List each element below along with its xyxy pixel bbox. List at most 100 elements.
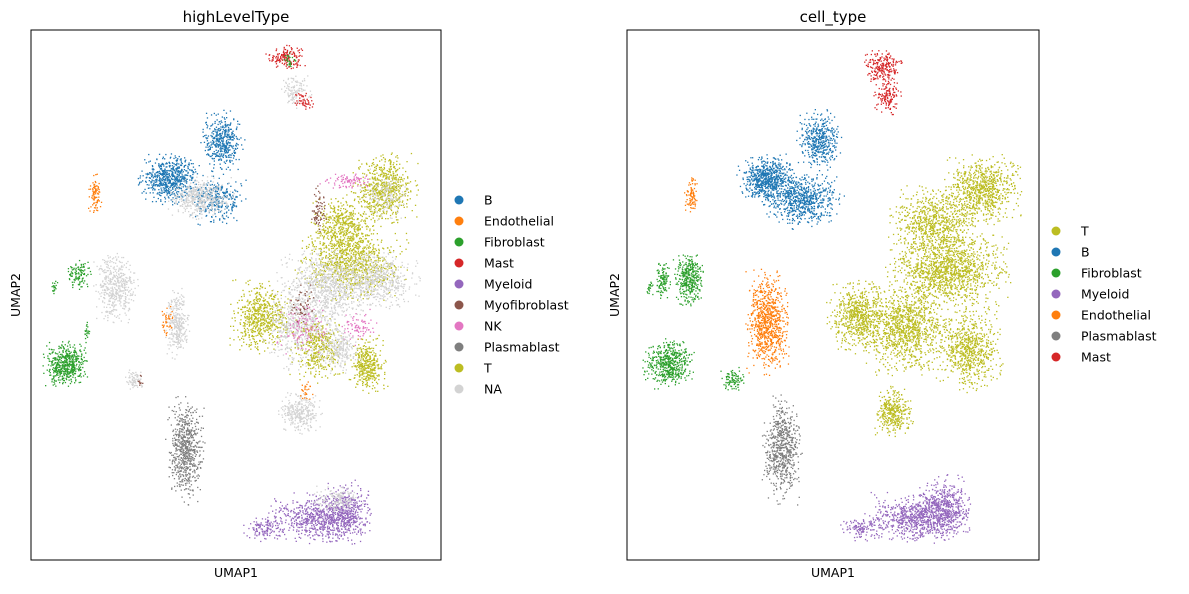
scatter-point bbox=[315, 283, 317, 286]
scatter-point bbox=[169, 176, 172, 178]
scatter-point bbox=[359, 229, 361, 231]
scatter-point bbox=[345, 241, 347, 243]
scatter-point bbox=[325, 218, 327, 220]
point-cluster-t bbox=[310, 194, 376, 260]
scatter-point bbox=[311, 94, 313, 96]
scatter-point bbox=[392, 174, 395, 177]
scatter-point bbox=[177, 167, 179, 170]
scatter-point bbox=[224, 125, 226, 127]
scatter-point bbox=[210, 198, 212, 200]
scatter-point bbox=[388, 177, 390, 179]
scatter-point bbox=[393, 177, 395, 179]
scatter-point bbox=[222, 173, 225, 175]
scatter-point bbox=[221, 137, 223, 140]
scatter-point bbox=[321, 214, 323, 217]
scatter-point bbox=[369, 228, 371, 230]
scatter-point bbox=[353, 179, 355, 181]
scatter-point bbox=[390, 267, 392, 269]
scatter-point bbox=[355, 244, 358, 247]
scatter-point bbox=[166, 186, 169, 188]
scatter-point bbox=[372, 177, 374, 179]
scatter-point bbox=[206, 180, 209, 182]
scatter-point bbox=[265, 53, 267, 55]
scatter-point bbox=[158, 175, 160, 177]
scatter-point bbox=[295, 90, 298, 92]
scatter-point bbox=[206, 199, 209, 201]
scatter-point bbox=[367, 178, 369, 180]
scatter-point bbox=[317, 254, 319, 256]
scatter-point bbox=[372, 247, 374, 249]
scatter-point bbox=[233, 118, 235, 120]
scatter-point bbox=[186, 199, 188, 201]
scatter-point bbox=[381, 194, 383, 196]
scatter-point bbox=[211, 192, 213, 194]
scatter-point bbox=[213, 112, 215, 115]
scatter-point bbox=[337, 231, 340, 233]
scatter-point bbox=[215, 203, 217, 205]
scatter-point bbox=[162, 179, 164, 182]
scatter-point bbox=[335, 263, 337, 266]
scatter-point bbox=[401, 195, 404, 197]
scatter-point bbox=[316, 274, 318, 276]
scatter-point bbox=[369, 247, 371, 249]
scatter-point bbox=[381, 205, 383, 208]
scatter-point bbox=[95, 188, 97, 190]
scatter-point bbox=[167, 181, 169, 183]
scatter-point bbox=[282, 56, 284, 58]
scatter-point bbox=[363, 182, 365, 184]
scatter-point bbox=[389, 251, 392, 254]
scatter-point bbox=[360, 238, 362, 240]
scatter-point bbox=[345, 220, 347, 222]
scatter-point bbox=[228, 209, 230, 211]
scatter-point bbox=[319, 192, 321, 194]
scatter-point bbox=[389, 171, 391, 174]
scatter-point bbox=[220, 136, 222, 139]
scatter-point bbox=[384, 193, 386, 196]
scatter-point bbox=[344, 275, 347, 277]
scatter-point bbox=[164, 168, 166, 170]
scatter-point bbox=[342, 176, 344, 179]
scatter-point bbox=[387, 170, 390, 173]
scatter-point bbox=[283, 54, 286, 56]
scatter-point bbox=[303, 310, 305, 313]
scatter-point bbox=[298, 52, 301, 54]
scatter-point bbox=[208, 196, 210, 198]
scatter-point bbox=[370, 251, 372, 254]
scatter-point bbox=[355, 275, 357, 277]
scatter-point bbox=[290, 51, 292, 53]
panel-highleveltype: highLevelType UMAP1 UMAP2 BEndothelialFi… bbox=[8, 8, 569, 580]
scatter-point bbox=[334, 237, 336, 239]
scatter-point bbox=[213, 200, 215, 202]
scatter-point bbox=[323, 197, 325, 199]
scatter-point bbox=[375, 271, 377, 274]
scatter-point bbox=[360, 184, 362, 186]
scatter-point bbox=[201, 202, 203, 204]
scatter-point bbox=[300, 260, 302, 263]
scatter-point bbox=[352, 233, 354, 235]
scatter-point bbox=[217, 208, 219, 210]
scatter-point bbox=[360, 191, 362, 193]
scatter-point bbox=[380, 241, 382, 243]
scatter-point bbox=[219, 150, 222, 153]
scatter-point bbox=[304, 105, 306, 107]
scatter-point bbox=[347, 259, 349, 261]
scatter-point bbox=[235, 144, 237, 146]
scatter-point bbox=[343, 242, 345, 245]
scatter-point bbox=[181, 168, 183, 171]
scatter-point bbox=[286, 63, 288, 66]
scatter-point bbox=[290, 99, 292, 101]
scatter-point bbox=[350, 258, 353, 260]
scatter-point bbox=[283, 46, 285, 49]
scatter-point bbox=[226, 143, 229, 145]
scatter-point bbox=[308, 295, 311, 298]
scatter-point bbox=[339, 218, 341, 220]
scatter-point bbox=[199, 186, 201, 188]
scatter-point bbox=[344, 264, 347, 267]
scatter-point bbox=[295, 93, 297, 95]
scatter-point bbox=[360, 205, 363, 207]
scatter-point bbox=[381, 213, 383, 215]
scatter-point bbox=[365, 263, 367, 265]
scatter-point bbox=[333, 256, 335, 258]
scatter-point bbox=[209, 200, 212, 203]
scatter-point bbox=[212, 197, 214, 199]
